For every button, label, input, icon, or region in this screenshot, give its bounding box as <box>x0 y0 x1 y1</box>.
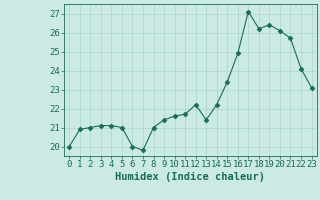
X-axis label: Humidex (Indice chaleur): Humidex (Indice chaleur) <box>116 172 265 182</box>
